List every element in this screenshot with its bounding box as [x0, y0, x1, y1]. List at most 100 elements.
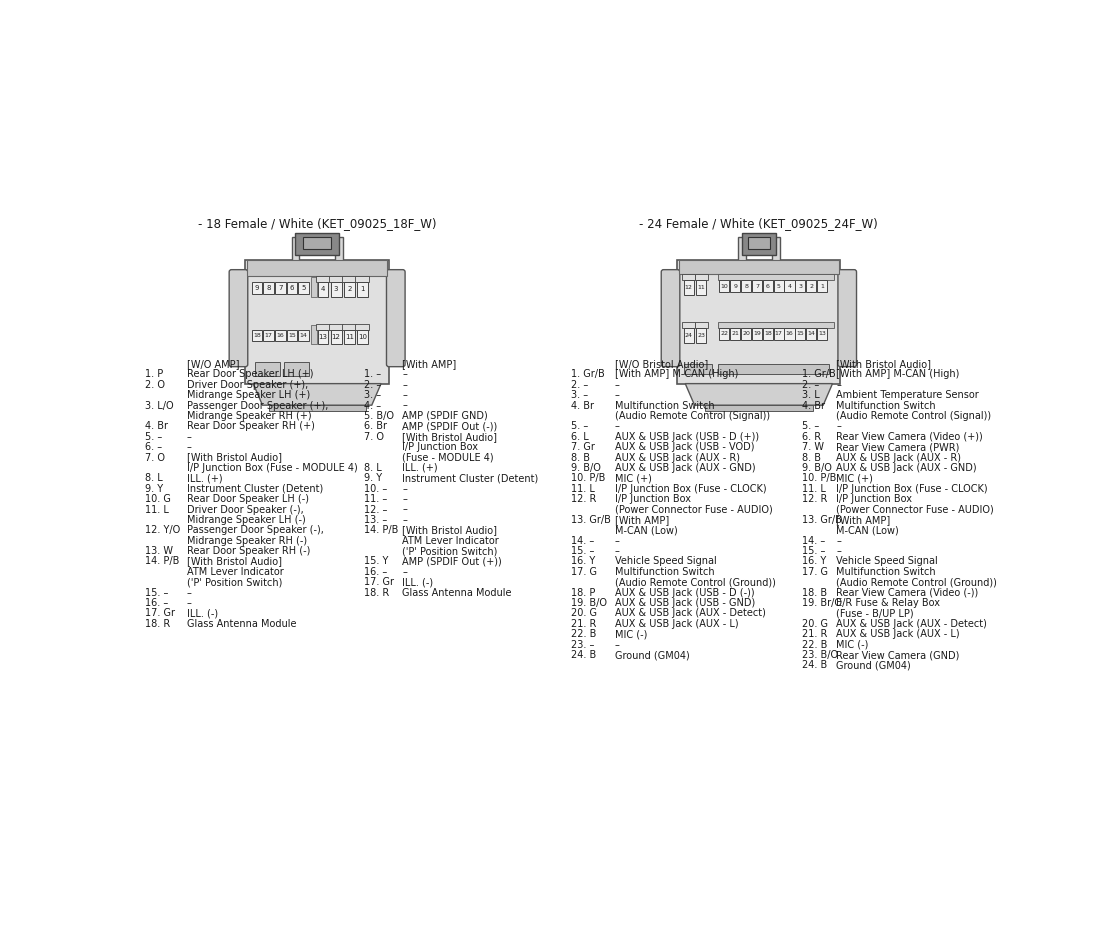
Bar — [357, 330, 368, 344]
Text: 15. –: 15. – — [802, 546, 825, 556]
Bar — [291, 238, 299, 264]
Text: Driver Door Speaker (-),: Driver Door Speaker (-), — [187, 505, 303, 514]
Text: Rear Door Speaker LH (+): Rear Door Speaker LH (+) — [187, 369, 313, 379]
Text: 4. Br: 4. Br — [146, 421, 168, 432]
Text: [With AMP] M-CAN (High): [With AMP] M-CAN (High) — [837, 369, 960, 379]
Text: 2. –: 2. – — [802, 379, 820, 390]
Bar — [316, 323, 330, 330]
Bar — [298, 282, 309, 294]
Bar — [718, 322, 834, 328]
Text: AUX & USB Jack (AUX - L): AUX & USB Jack (AUX - L) — [614, 619, 739, 629]
Text: 22: 22 — [720, 332, 729, 337]
Text: ATM Lever Indicator: ATM Lever Indicator — [402, 535, 499, 546]
Bar — [356, 276, 370, 282]
Bar — [263, 330, 274, 341]
Text: M-CAN (Low): M-CAN (Low) — [614, 525, 678, 535]
Text: –: – — [402, 505, 408, 514]
Text: 21. R: 21. R — [802, 630, 828, 639]
Text: Midrange Speaker LH (+): Midrange Speaker LH (+) — [187, 390, 310, 400]
Text: Ground (GM04): Ground (GM04) — [614, 650, 690, 660]
Text: 13: 13 — [818, 332, 825, 337]
Text: Rear View Camera (Video (+)): Rear View Camera (Video (+)) — [837, 432, 983, 442]
FancyBboxPatch shape — [838, 270, 857, 367]
Bar — [795, 328, 805, 340]
Bar — [287, 330, 298, 341]
Text: –: – — [614, 421, 620, 432]
Bar — [807, 328, 817, 340]
Text: Ambient Temperature Sensor: Ambient Temperature Sensor — [837, 390, 979, 400]
Text: Rear Door Speaker RH (-): Rear Door Speaker RH (-) — [187, 546, 310, 556]
Bar — [298, 330, 309, 341]
Text: I/P Junction Box (Fuse - CLOCK): I/P Junction Box (Fuse - CLOCK) — [837, 484, 988, 494]
Text: –: – — [402, 484, 408, 494]
Text: 5: 5 — [301, 284, 306, 291]
Text: –: – — [402, 495, 408, 504]
Bar — [718, 274, 834, 281]
Text: I/P Junction Box (Fuse - CLOCK): I/P Junction Box (Fuse - CLOCK) — [614, 484, 767, 494]
Text: –: – — [402, 379, 408, 390]
Text: 12. R: 12. R — [802, 495, 828, 504]
FancyBboxPatch shape — [387, 270, 406, 367]
Bar — [331, 330, 341, 344]
Text: 18. B: 18. B — [802, 588, 828, 597]
Bar — [741, 328, 751, 340]
Text: 21: 21 — [731, 332, 739, 337]
Text: 14. –: 14. – — [802, 535, 825, 546]
Text: 19. Br/O: 19. Br/O — [802, 598, 842, 608]
Bar — [678, 261, 840, 383]
Text: Rear Door Speaker RH (+): Rear Door Speaker RH (+) — [187, 421, 314, 432]
Bar — [251, 330, 262, 341]
Text: Passenger Door Speaker (+),: Passenger Door Speaker (+), — [187, 400, 328, 411]
Text: AUX & USB Jack (AUX - Detect): AUX & USB Jack (AUX - Detect) — [614, 609, 765, 618]
Text: [With Bristol Audio]: [With Bristol Audio] — [187, 453, 282, 462]
Text: 15. –: 15. – — [571, 546, 594, 556]
Text: 4: 4 — [321, 286, 326, 292]
Text: 8. B: 8. B — [802, 453, 821, 462]
Text: 22. B: 22. B — [802, 640, 828, 650]
Text: AUX & USB Jack (AUX - R): AUX & USB Jack (AUX - R) — [837, 453, 961, 462]
Text: 10. –: 10. – — [363, 484, 387, 494]
Text: AUX & USB Jack (AUX - L): AUX & USB Jack (AUX - L) — [837, 630, 960, 639]
Bar — [284, 362, 309, 376]
Bar — [311, 278, 317, 297]
Text: AUX & USB Jack (USB - D (+)): AUX & USB Jack (USB - D (+)) — [614, 432, 759, 442]
Bar — [763, 281, 773, 292]
Text: AMP (SPDIF GND): AMP (SPDIF GND) — [402, 411, 488, 421]
Bar — [748, 237, 770, 249]
Bar — [679, 261, 839, 274]
Text: 20: 20 — [742, 332, 750, 337]
Text: 19: 19 — [753, 332, 761, 337]
Text: [W/O Bristol Audio]: [W/O Bristol Audio] — [614, 359, 708, 369]
Text: 18: 18 — [253, 333, 261, 338]
Text: [With AMP]: [With AMP] — [402, 359, 457, 369]
Text: Rear View Camera (Video (-)): Rear View Camera (Video (-)) — [837, 588, 979, 597]
Bar — [274, 330, 286, 341]
Text: 24. B: 24. B — [571, 650, 597, 660]
Text: (Audio Remote Control (Signal)): (Audio Remote Control (Signal)) — [614, 411, 770, 421]
Bar — [704, 405, 813, 412]
Text: AUX & USB Jack (AUX - Detect): AUX & USB Jack (AUX - Detect) — [837, 619, 988, 629]
Bar — [817, 281, 827, 292]
Text: 9: 9 — [733, 283, 738, 289]
Text: 14. P/B: 14. P/B — [146, 556, 180, 567]
Text: (Fuse - B/UP LP): (Fuse - B/UP LP) — [837, 609, 914, 618]
Bar — [697, 281, 707, 295]
Text: [With AMP] M-CAN (High): [With AMP] M-CAN (High) — [614, 369, 738, 379]
Text: 14: 14 — [808, 332, 815, 337]
Text: 8: 8 — [744, 283, 748, 289]
Text: 22. B: 22. B — [571, 630, 597, 639]
Text: 17. G: 17. G — [571, 567, 598, 577]
Text: (Audio Remote Control (Ground)): (Audio Remote Control (Ground)) — [614, 577, 775, 588]
Text: 1. P: 1. P — [146, 369, 163, 379]
Bar — [344, 330, 354, 344]
Text: 1: 1 — [360, 286, 364, 292]
Text: I/P Junction Box: I/P Junction Box — [402, 442, 479, 452]
Text: 23: 23 — [697, 333, 705, 338]
Text: 1. Gr/B: 1. Gr/B — [571, 369, 605, 379]
Text: I/P Junction Box: I/P Junction Box — [837, 495, 912, 504]
Text: 17. G: 17. G — [802, 567, 829, 577]
Text: (Power Connector Fuse - AUDIO): (Power Connector Fuse - AUDIO) — [614, 505, 772, 514]
Text: –: – — [614, 390, 620, 400]
Text: 23. –: 23. – — [571, 640, 594, 650]
Bar — [772, 238, 780, 264]
